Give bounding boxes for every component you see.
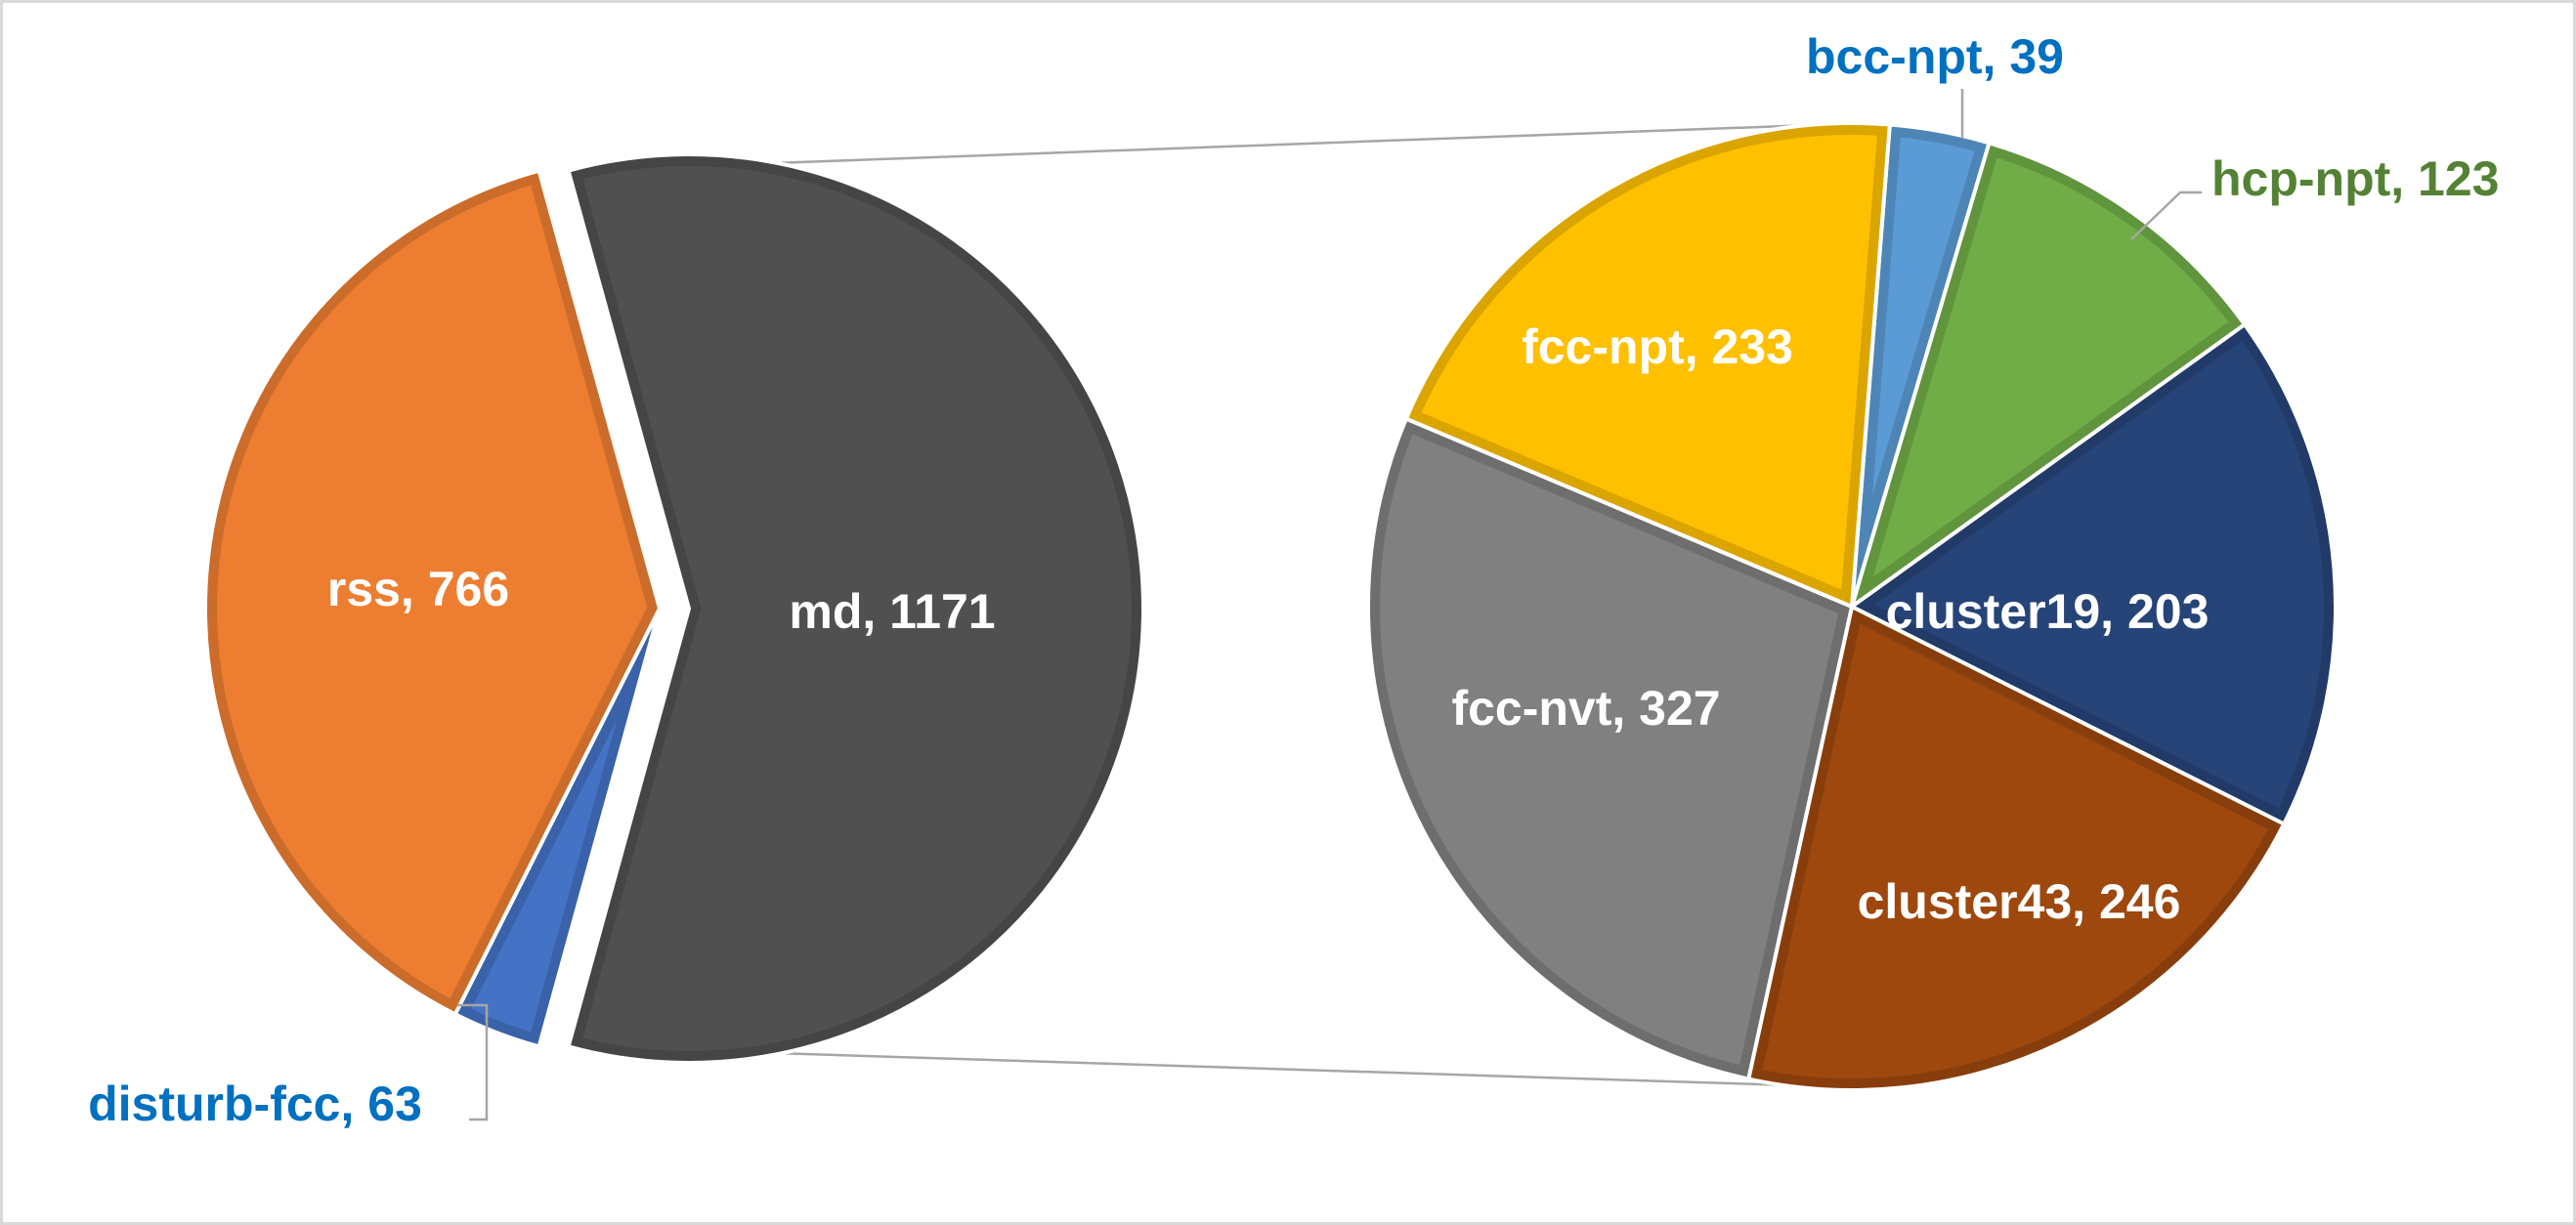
slice-cluster43 xyxy=(1746,605,2287,1092)
label-disturb-fcc: disturb-fcc, 63 xyxy=(88,1077,422,1131)
label-hcp-npt: hcp-npt, 123 xyxy=(2211,151,2499,206)
slice-rss xyxy=(203,168,662,1017)
leader-lines xyxy=(457,89,2202,1121)
data-labels: rss, 766 disturb-fcc, 63 md, 1171 bcc-npt, … xyxy=(88,29,2499,1131)
label-md: md, 1171 xyxy=(789,584,995,639)
secondary-pie xyxy=(1366,121,2338,1092)
slice-md xyxy=(566,152,1145,1066)
leader-line-disturb-fcc xyxy=(457,1003,489,1121)
slice-fcc-npt xyxy=(1403,121,1892,609)
label-cluster19: cluster19, 203 xyxy=(1886,584,2210,639)
label-fcc-npt: fcc-npt, 233 xyxy=(1522,319,1793,374)
slice-cluster19 xyxy=(1850,322,2338,826)
primary-pie xyxy=(203,152,1145,1066)
label-fcc-nvt: fcc-nvt, 327 xyxy=(1451,681,1720,736)
slice-fcc-nvt xyxy=(1366,416,1854,1081)
slice-disturb-fcc xyxy=(452,607,662,1049)
label-rss: rss, 766 xyxy=(327,562,509,616)
pie-of-pie-chart: rss, 766 disturb-fcc, 63 md, 1171 bcc-npt, … xyxy=(88,29,2499,1131)
label-cluster43: cluster43, 246 xyxy=(1858,874,2181,929)
leader-line-hcp-npt xyxy=(2130,190,2202,240)
label-bcc-npt: bcc-npt, 39 xyxy=(1806,29,2064,84)
slice-hcp-npt xyxy=(1850,141,2247,609)
